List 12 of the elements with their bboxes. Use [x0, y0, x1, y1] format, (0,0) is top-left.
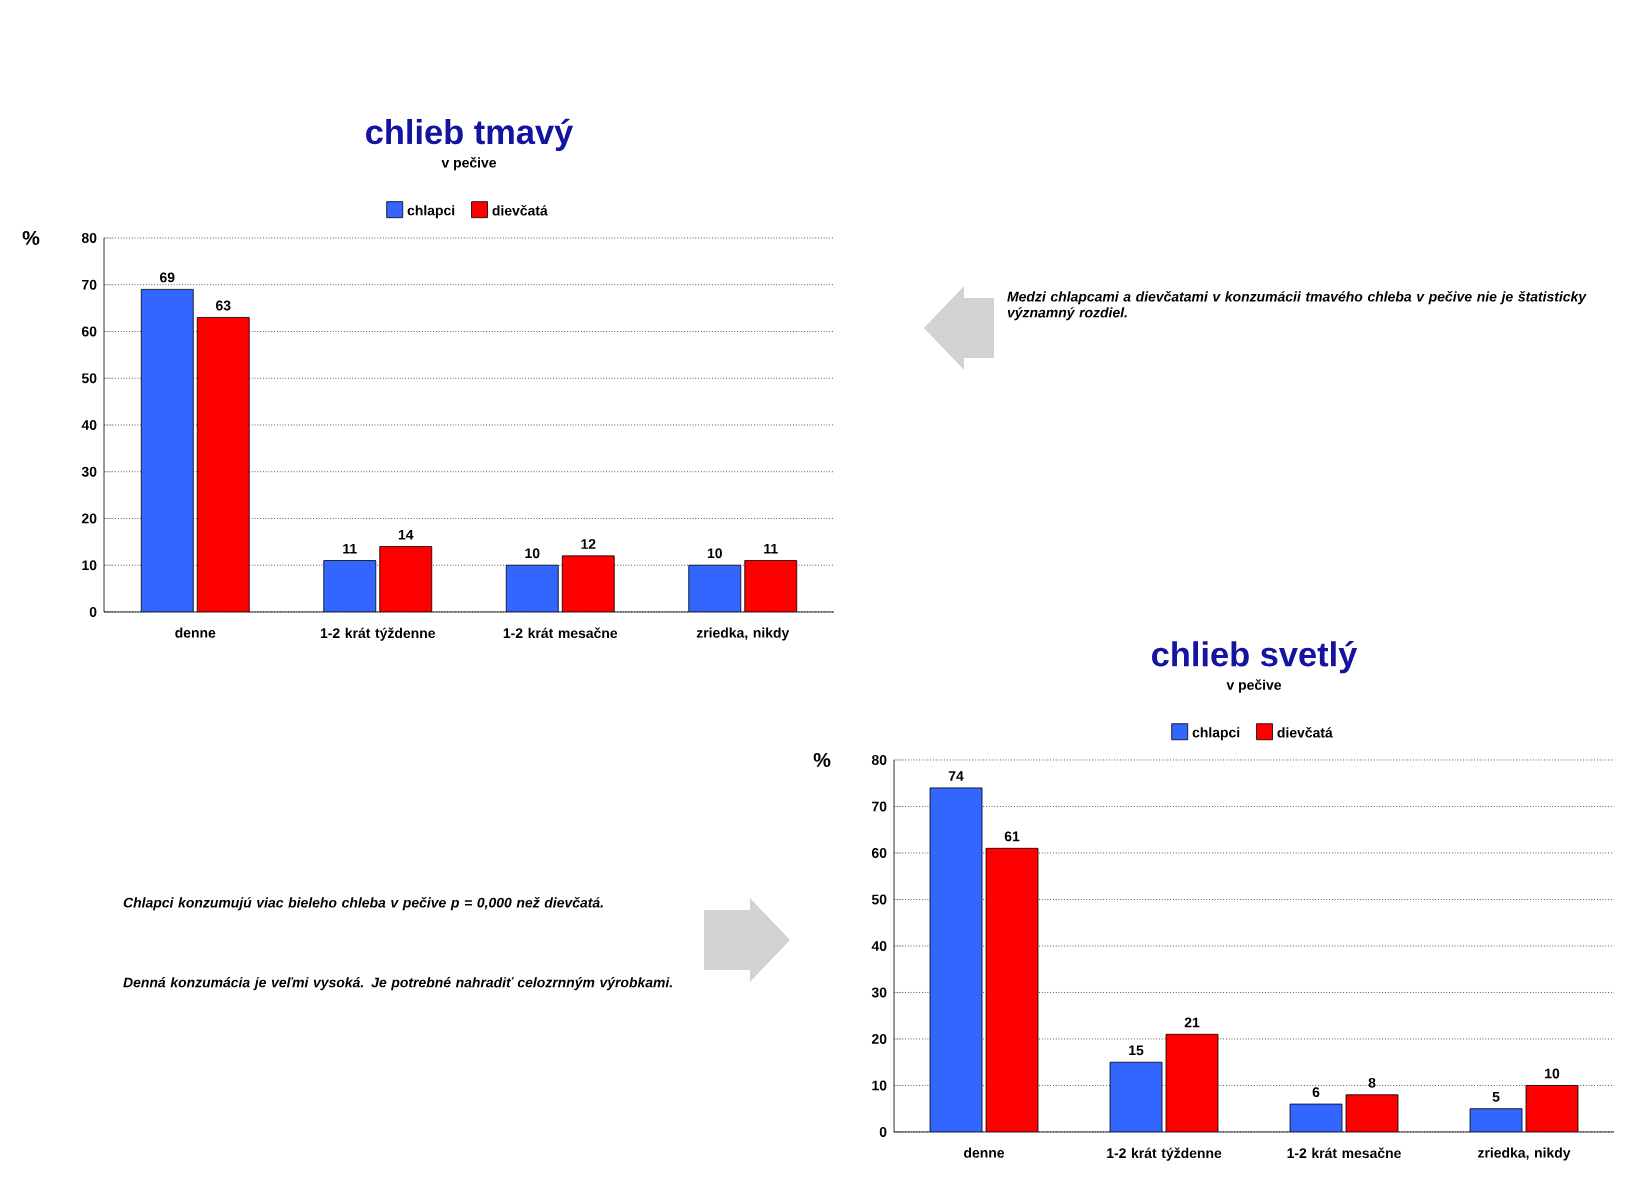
- y-axis-title: %: [813, 752, 831, 767]
- bar: [1166, 1034, 1219, 1132]
- chart-title: chlieb svetlý: [1152, 640, 1358, 674]
- bar: [1290, 1104, 1343, 1132]
- y-axis-title: %: [22, 230, 40, 245]
- bar: [930, 787, 983, 1132]
- bar: [1110, 1062, 1163, 1132]
- bar: [986, 848, 1039, 1132]
- chart-title: chlieb tmavý: [366, 118, 574, 152]
- bar: [1525, 1085, 1579, 1132]
- bar: [1469, 1108, 1523, 1132]
- bar: [1346, 1094, 1399, 1132]
